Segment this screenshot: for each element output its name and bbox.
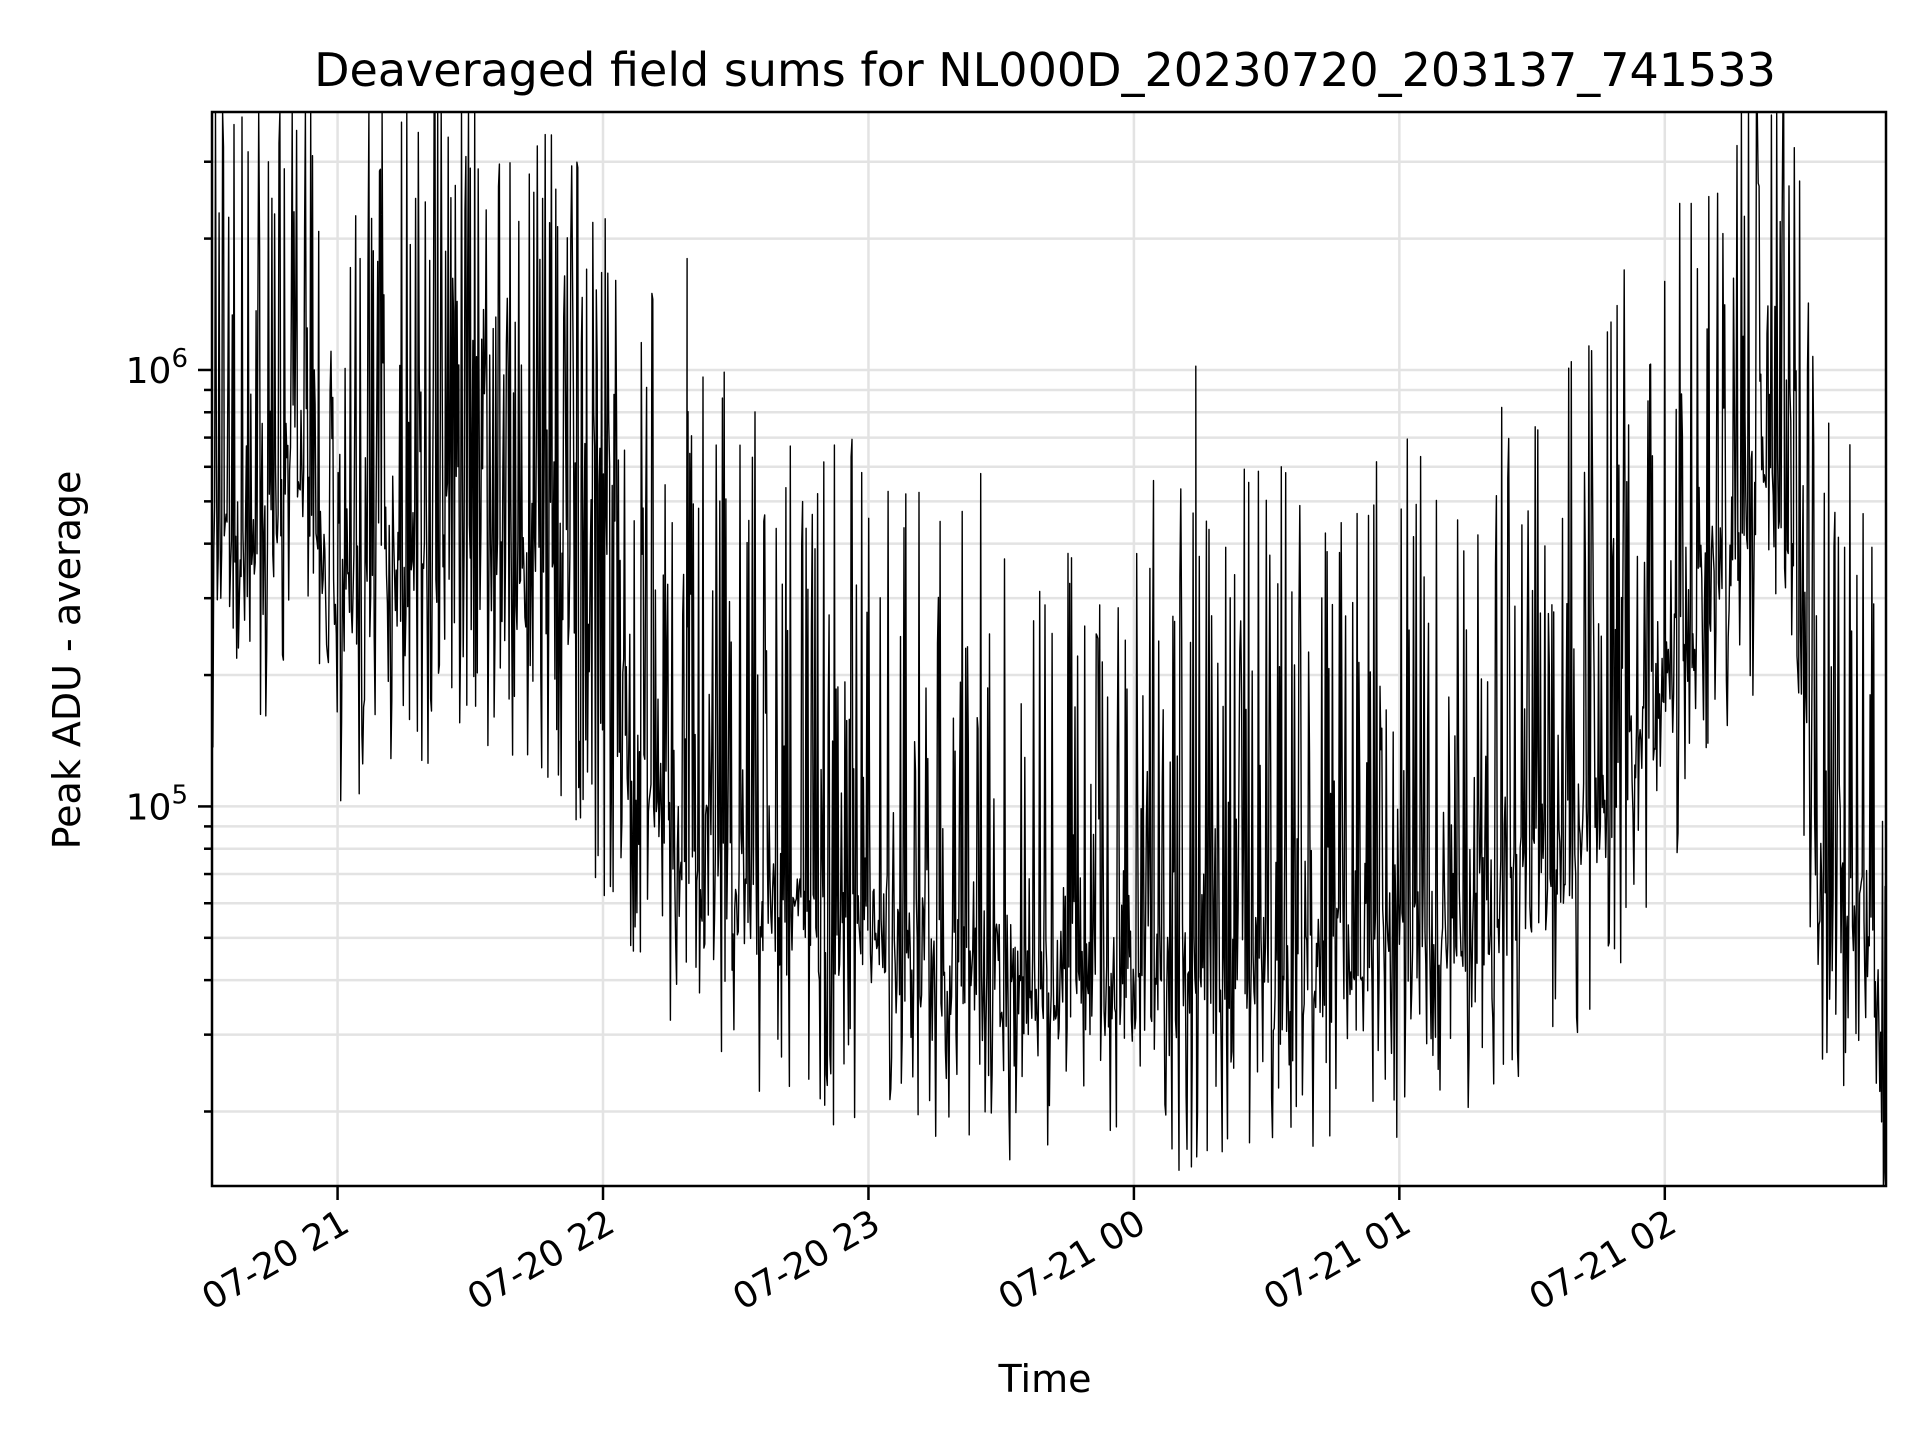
series-line [211, 111, 1887, 1187]
plot-frame [210, 110, 1888, 1188]
y-tick-label: 106 [126, 344, 188, 392]
x-axis-label: Time [998, 1357, 1092, 1401]
y-tick-label: 105 [126, 780, 188, 828]
y-axis-label: Peak ADU - average [45, 471, 89, 850]
chart-title: Deaveraged field sums for NL000D_2023072… [314, 43, 1776, 97]
